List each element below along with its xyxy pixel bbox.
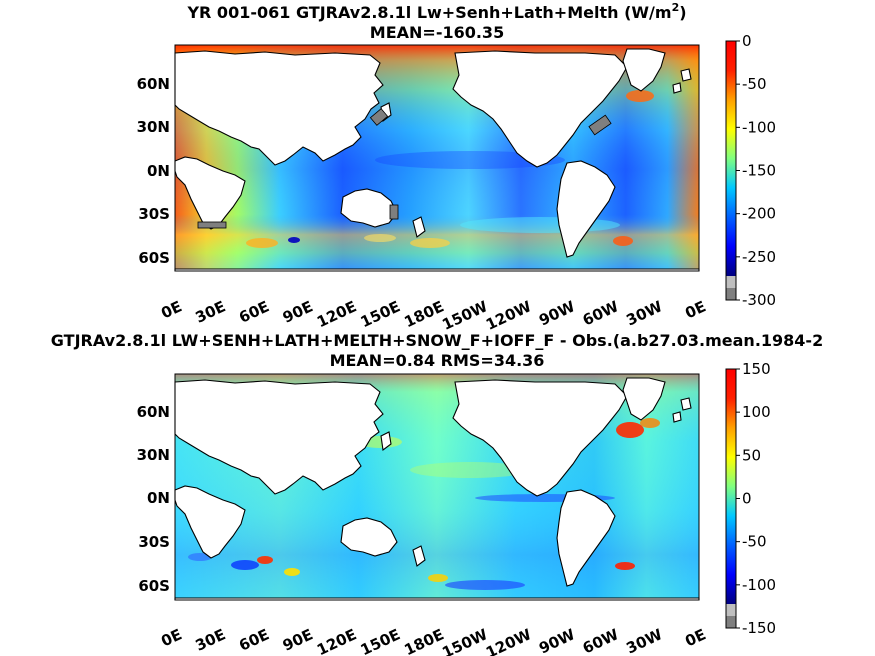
x-tick-label: 180E xyxy=(401,625,446,656)
x-tick-label: 90E xyxy=(280,625,316,654)
y-tick-label: 30S xyxy=(138,533,170,551)
x-tick-label: 0E xyxy=(158,625,184,650)
x-tick-label: 90W xyxy=(536,625,578,656)
x-tick-label: 150W xyxy=(439,297,490,334)
panel-2-title: GTJRAv2.8.1l LW+SENH+LATH+MELTH+SNOW_F+I… xyxy=(51,331,823,350)
colorbar-tick-label: 150 xyxy=(742,360,771,378)
x-tick-label: 120E xyxy=(314,625,359,656)
y-tick-label: 60N xyxy=(137,75,170,93)
x-tick-label: 90W xyxy=(536,297,578,329)
colorbar-tick-label: -100 xyxy=(742,118,776,136)
x-tick-label: 150E xyxy=(358,297,403,331)
colorbar-tick-label: -200 xyxy=(742,205,776,223)
colorbar-tick-label: -300 xyxy=(742,291,776,309)
x-tick-label: 0E xyxy=(158,297,184,322)
colorbar-tick-label: 0 xyxy=(742,490,752,508)
colorbar-tick-label: -50 xyxy=(742,75,767,93)
panel-2-subtitle: MEAN=0.84 RMS=34.36 xyxy=(330,351,545,370)
x-tick-label: 120E xyxy=(314,297,359,331)
panel-2-y-ticks: 60N 30N 0N 30S 60S xyxy=(137,403,170,595)
x-tick-label: 60E xyxy=(236,625,272,654)
panel-1-title: YR 001-061 GTJRAv2.8.1l Lw+Senh+Lath+Mel… xyxy=(186,1,686,22)
panel-2-colorbar xyxy=(725,368,737,629)
panel-1-colorbar-ticks: 0 -50 -100 -150 -200 -250 -300 xyxy=(736,32,776,309)
panel-1-y-ticks: 60N 30N 0N 30S 60S xyxy=(137,75,170,267)
colorbar-tick-label: -150 xyxy=(742,162,776,180)
x-tick-label: 120W xyxy=(483,625,534,656)
y-tick-label: 0N xyxy=(147,162,170,180)
x-tick-label: 0E xyxy=(682,297,708,322)
y-tick-label: 60S xyxy=(138,249,170,267)
y-tick-label: 60S xyxy=(138,577,170,595)
y-tick-label: 30N xyxy=(137,118,170,136)
x-tick-label: 30E xyxy=(193,625,229,654)
y-tick-label: 60N xyxy=(137,403,170,421)
panel-1: YR 001-061 GTJRAv2.8.1l Lw+Senh+Lath+Mel… xyxy=(137,1,776,334)
panel-1-subtitle: MEAN=-160.35 xyxy=(370,23,504,42)
colorbar-tick-label: -150 xyxy=(742,619,776,637)
y-tick-label: 30S xyxy=(138,205,170,223)
panel-2-colorbar-ticks: 150 100 50 0 -50 -100 -150 xyxy=(736,360,776,637)
x-tick-label: 150E xyxy=(358,625,403,656)
colorbar-tick-label: -250 xyxy=(742,248,776,266)
x-tick-label: 30E xyxy=(193,297,229,326)
x-tick-label: 150W xyxy=(439,625,490,656)
panel-1-map xyxy=(174,44,700,272)
x-tick-label: 60W xyxy=(580,297,622,329)
x-tick-label: 30W xyxy=(624,297,666,329)
colorbar-tick-label: 0 xyxy=(742,32,752,50)
colorbar-tick-label: 50 xyxy=(742,446,761,464)
x-tick-label: 0E xyxy=(682,625,708,650)
panel-2-map xyxy=(174,373,700,601)
x-tick-label: 120W xyxy=(483,297,534,334)
y-tick-label: 30N xyxy=(137,446,170,464)
x-tick-label: 60W xyxy=(580,625,622,656)
panel-2: GTJRAv2.8.1l LW+SENH+LATH+MELTH+SNOW_F+I… xyxy=(51,331,823,656)
x-tick-label: 60E xyxy=(236,297,272,326)
x-tick-label: 90E xyxy=(280,297,316,326)
colorbar-tick-label: -50 xyxy=(742,533,767,551)
colorbar-tick-label: 100 xyxy=(742,403,771,421)
colorbar-tick-label: -100 xyxy=(742,576,776,594)
x-tick-label: 30W xyxy=(624,625,666,656)
y-tick-label: 0N xyxy=(147,489,170,507)
x-tick-label: 180E xyxy=(401,297,446,331)
panel-1-colorbar xyxy=(725,40,737,301)
